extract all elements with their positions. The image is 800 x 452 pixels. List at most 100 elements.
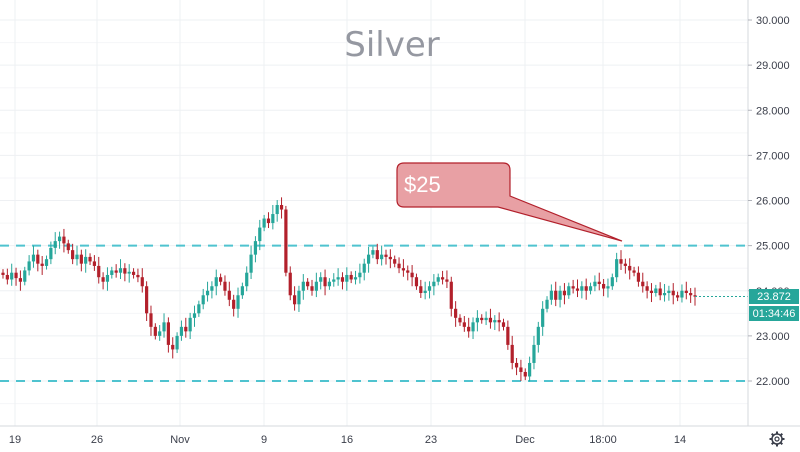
candle [27,255,31,276]
candle [232,294,236,317]
candle [449,276,453,317]
candle-body [366,254,371,264]
candle-body [597,281,601,284]
candle-body [471,322,475,332]
candle-body [467,326,471,332]
candle-body [131,271,136,275]
candle-body [101,277,105,282]
candle-body [140,277,144,287]
price-axis[interactable]: 22.00023.00024.00025.00026.00027.00028.0… [747,0,790,426]
candle [623,258,627,274]
candle-body [219,277,223,282]
candle-body [449,281,453,309]
candle-body [554,290,558,300]
candle [501,318,506,331]
candle [49,241,53,265]
candle-body [519,367,523,372]
candle-body [419,286,423,294]
candle [588,282,593,295]
candle-body [332,279,336,282]
candle-body [92,261,96,266]
candle-body [197,304,201,314]
candle-body [606,286,610,289]
candle-body [240,286,244,296]
candle-body [689,293,693,296]
candle [597,272,601,291]
candle-body [284,209,288,273]
price-tick-label: 30.000 [756,15,790,27]
candle-body [145,286,149,314]
candle [14,267,18,286]
candle-body [675,295,680,298]
candle-body [397,263,401,269]
candle-body [310,286,314,291]
candle [519,359,523,381]
candle-body [645,286,649,291]
candle [31,245,36,268]
candle [584,278,588,300]
candle-body [641,281,645,287]
candle-body [279,205,284,210]
candle [406,265,410,281]
candle [388,249,392,269]
candle [514,357,519,376]
countdown-tag [749,306,799,321]
candle-body [49,247,53,260]
candle-body [436,277,440,282]
candle-body [532,344,536,363]
candle [223,275,227,296]
candle [410,265,414,287]
candle-body [615,259,619,278]
horizontal-levels[interactable] [0,244,748,382]
candle [197,300,201,317]
candle [467,317,471,338]
time-tick-label: 19 [9,434,21,446]
candle-body [541,308,545,327]
candle [53,232,57,255]
candle-body [44,259,49,266]
candle [506,320,510,350]
candle-body [623,263,627,266]
candle [366,246,371,273]
last-price-label: 23.872 [757,291,791,303]
price-callout[interactable]: $25 [396,162,623,242]
callout-label: $25 [404,172,441,197]
candle-body [484,317,488,321]
candle-body [136,274,140,278]
candle-body [375,250,379,260]
candle-body [84,256,88,264]
candle [375,243,379,265]
time-tick-label: Nov [170,434,190,446]
candle [127,264,131,283]
candle-body [127,271,131,274]
candle [575,279,580,298]
candle [362,258,366,281]
price-tick-label: 22.000 [756,376,790,388]
candle [684,281,688,300]
time-tick-label: 9 [261,434,267,446]
candle-body [153,326,157,336]
candle [71,243,75,265]
candle [153,323,157,340]
candle-body [680,290,684,298]
time-axis[interactable]: 19 26 Nov 9 16 23 Dec 18:00 14 [0,425,800,446]
candle-body [358,272,362,278]
candle [288,266,292,301]
callout-bubble[interactable] [396,162,623,242]
candle-body [567,286,571,296]
candle [123,263,127,282]
candle [423,281,427,300]
candle-body [514,362,519,368]
candle-body [340,277,345,282]
candle [88,253,92,266]
candle-body [584,286,588,291]
candle-body [501,322,506,327]
candle-body [288,272,292,296]
gear-icon[interactable] [769,431,785,447]
candle [249,245,253,280]
candle-body [57,236,62,242]
candle [240,282,244,299]
candle [510,335,514,370]
candle-body [227,290,231,300]
